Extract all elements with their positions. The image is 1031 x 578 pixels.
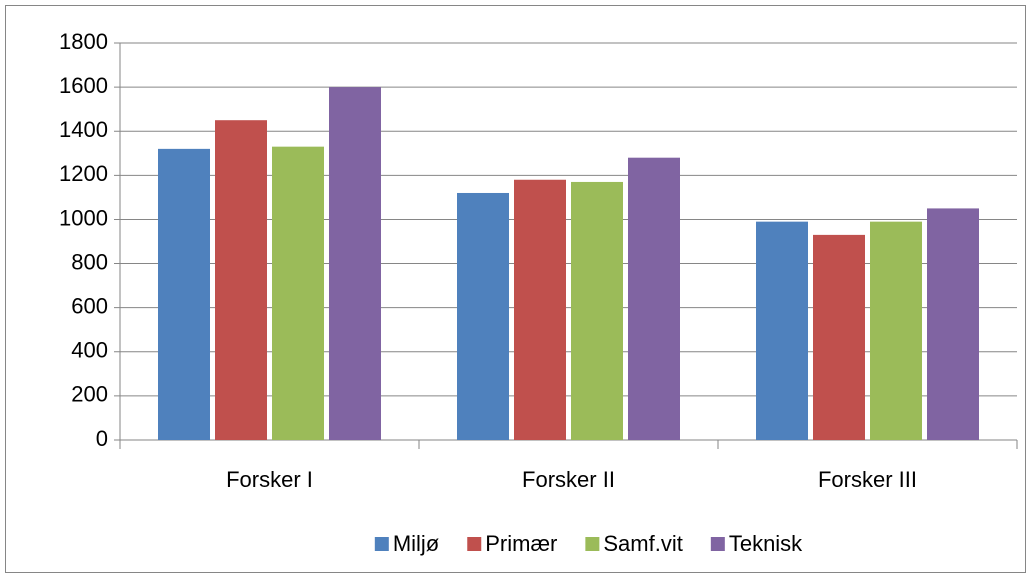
- bar: [571, 181, 623, 440]
- legend-label: Miljø: [393, 531, 439, 556]
- y-tick-label: 600: [71, 293, 108, 318]
- y-tick-label: 1200: [59, 161, 108, 186]
- y-tick-label: 800: [71, 249, 108, 274]
- y-tick-label: 1800: [59, 29, 108, 54]
- legend-label: Teknisk: [729, 531, 803, 556]
- legend-swatch: [585, 537, 600, 551]
- legend-swatch: [467, 537, 482, 551]
- bar: [756, 221, 808, 440]
- bar: [158, 148, 210, 440]
- bar: [514, 179, 566, 440]
- bar: [628, 157, 680, 440]
- bar: [813, 234, 865, 440]
- legend-label: Samf.vit: [603, 531, 682, 556]
- x-tick-label: Forsker II: [522, 467, 615, 492]
- bar: [927, 208, 979, 440]
- x-tick-label: Forsker I: [226, 467, 313, 492]
- y-tick-label: 1000: [59, 205, 108, 230]
- y-tick-label: 1400: [59, 117, 108, 142]
- y-tick-label: 400: [71, 338, 108, 363]
- legend-swatch: [374, 537, 389, 551]
- bar: [215, 120, 267, 440]
- bar: [272, 146, 324, 440]
- bar: [329, 87, 381, 440]
- y-tick-label: 200: [71, 382, 108, 407]
- legend-swatch: [710, 537, 725, 551]
- bar: [870, 221, 922, 440]
- legend-label: Primær: [485, 531, 557, 556]
- bar: [457, 192, 509, 440]
- y-tick-label: 0: [96, 426, 108, 451]
- x-tick-label: Forsker III: [818, 467, 917, 492]
- y-tick-label: 1600: [59, 73, 108, 98]
